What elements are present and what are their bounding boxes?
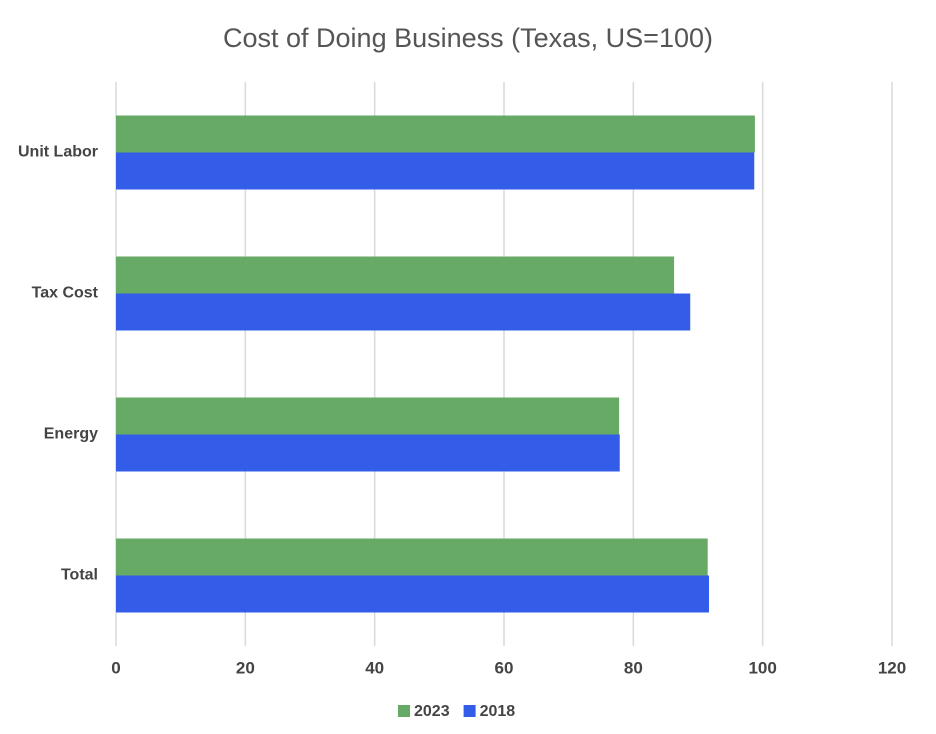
y-tick-label: Total (61, 567, 98, 584)
bar (116, 256, 675, 294)
x-tick-label: 120 (878, 658, 906, 677)
bar (116, 434, 620, 472)
y-tick-label: Tax Cost (32, 285, 99, 302)
bar (116, 538, 708, 576)
bar (116, 397, 620, 435)
bar (116, 293, 691, 331)
legend-swatch (463, 705, 476, 717)
x-tick-label: 100 (748, 658, 776, 677)
x-tick-label: 0 (111, 658, 120, 677)
y-tick-label: Unit Labor (18, 144, 98, 161)
bar (116, 575, 709, 613)
legend-label: 2023 (414, 703, 450, 720)
y-tick-label: Energy (44, 426, 98, 443)
chart-title: Cost of Doing Business (Texas, US=100) (223, 23, 713, 53)
legend-swatch (398, 705, 410, 717)
x-tick-label: 60 (495, 658, 514, 677)
bar (116, 115, 755, 153)
legend-label: 2018 (480, 703, 516, 720)
x-tick-label: 40 (365, 658, 384, 677)
bar (116, 152, 755, 190)
x-tick-label: 80 (624, 658, 643, 677)
x-tick-label: 20 (236, 658, 255, 677)
